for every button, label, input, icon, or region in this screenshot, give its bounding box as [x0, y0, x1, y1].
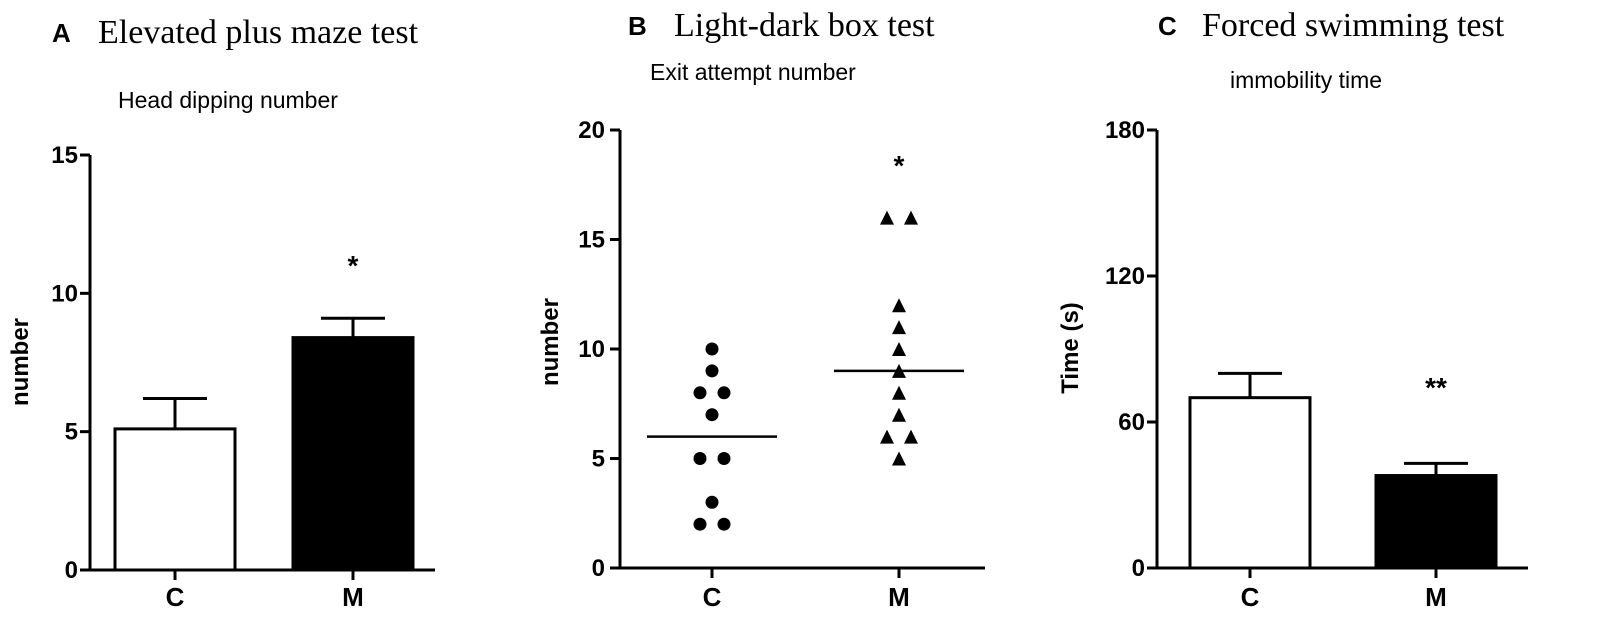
- panel-b-point-m: [880, 210, 894, 225]
- panel-b-point-c: [693, 386, 707, 400]
- panel-b-point-c: [705, 495, 719, 509]
- panel-c-letter: C: [1158, 11, 1177, 41]
- panel-b-point-c: [717, 517, 731, 531]
- panel-b-y-axis-label: number: [537, 298, 564, 386]
- panel-b-point-m: [904, 210, 918, 225]
- panel-b-point-m: [880, 429, 894, 444]
- panel-b-point-c: [717, 452, 731, 465]
- panel-b-title: Light-dark box test: [674, 7, 935, 44]
- panel-b-point-c: [705, 364, 719, 378]
- panel-a-title: Elevated plus maze test: [98, 14, 419, 51]
- panel-c-y-tick-label: 120: [1105, 263, 1145, 290]
- panel-c-y-tick-label: 180: [1105, 117, 1145, 144]
- panel-b-point-m: [892, 385, 906, 400]
- panel-a-y-tick-label: 0: [65, 557, 78, 584]
- panel-a-letter: A: [52, 18, 71, 48]
- panel-c: C Forced swimming test immobility time T…: [1057, 7, 1528, 612]
- panel-b-point-m: [892, 320, 906, 335]
- panel-b-point-c: [693, 517, 707, 531]
- panel-b-point-m: [904, 429, 918, 444]
- panel-a-category-label: C: [166, 582, 185, 612]
- panel-b-subtitle: Exit attempt number: [650, 59, 856, 85]
- panel-a-y-tick-label: 10: [51, 280, 78, 307]
- panel-c-y-tick-label: 60: [1118, 409, 1145, 436]
- panel-c-category-label: C: [1241, 582, 1260, 612]
- panel-b-significance-marker: *: [894, 150, 905, 181]
- panel-b-y-tick-label: 20: [578, 117, 605, 144]
- panel-a-bar-m: [291, 336, 415, 572]
- panel-b: B Light-dark box test Exit attempt numbe…: [537, 7, 985, 612]
- panel-b-point-c: [717, 386, 731, 400]
- panel-c-y-axis-label: Time (s): [1057, 302, 1084, 394]
- panel-b-point-c: [705, 342, 719, 356]
- panel-b-plot: 0 5 10 15 20 C M *: [578, 117, 985, 612]
- panel-b-y-tick-label: 10: [578, 336, 605, 363]
- panel-a-plot: 0 5 10 15 C M *: [51, 142, 435, 612]
- panel-b-point-m: [892, 407, 906, 422]
- panel-c-category-label: M: [1425, 582, 1447, 612]
- panel-b-y-tick-label: 0: [592, 555, 605, 582]
- panel-a-y-axis-label: number: [7, 318, 34, 406]
- panel-c-plot: 0 60 120 180 C M **: [1105, 117, 1528, 612]
- panel-c-bar-c: [1188, 396, 1312, 570]
- panel-b-point-c: [705, 408, 719, 422]
- panel-c-bar-m: [1374, 474, 1498, 570]
- panel-a: A Elevated plus maze test Head dipping n…: [7, 14, 435, 612]
- panel-b-point-m: [892, 451, 906, 466]
- panel-c-y-tick-label: 0: [1132, 555, 1145, 582]
- panel-a-bar-c: [113, 427, 237, 572]
- panel-b-point-m: [892, 298, 906, 313]
- panel-b-point-c: [693, 452, 707, 465]
- panel-b-y-tick-label: 5: [592, 446, 605, 473]
- panel-b-point-m: [892, 342, 906, 356]
- panel-b-y-tick-label: 15: [578, 227, 605, 254]
- panel-a-y-tick-label: 15: [51, 142, 78, 169]
- panel-b-letter: B: [628, 11, 647, 41]
- panel-a-subtitle: Head dipping number: [118, 87, 338, 113]
- panel-a-significance-marker: *: [348, 250, 359, 281]
- panel-b-category-label: C: [703, 582, 722, 612]
- panel-c-significance-marker: **: [1425, 372, 1447, 403]
- panel-c-subtitle: immobility time: [1230, 67, 1382, 93]
- panel-a-y-tick-label: 5: [65, 419, 78, 446]
- panel-c-title: Forced swimming test: [1202, 7, 1505, 44]
- panel-a-category-label: M: [342, 582, 364, 612]
- panel-b-category-label: M: [888, 582, 910, 612]
